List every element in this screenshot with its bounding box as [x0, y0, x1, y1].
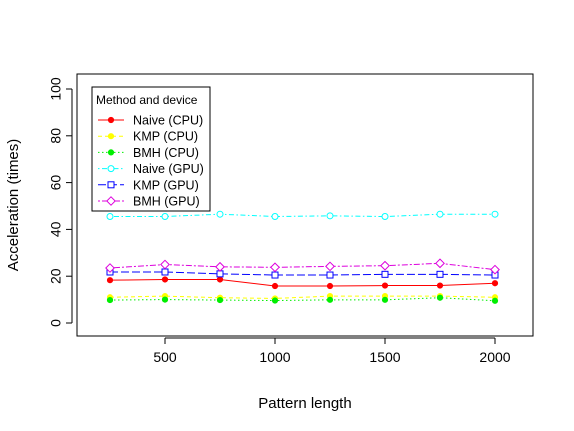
data-point: [436, 282, 444, 289]
data-point: [381, 270, 389, 278]
series-layer: [105, 210, 500, 304]
data-point: [216, 296, 224, 304]
legend-item: BMH (GPU): [98, 195, 200, 209]
data-point: [161, 276, 169, 283]
x-tick-label: 2000: [479, 349, 510, 365]
legend: Method and device Naive (CPU) KMP (CPU) BMH…: [91, 86, 211, 212]
y-tick-label: 80: [48, 128, 64, 144]
series-line: [109, 295, 496, 299]
y-tick-label: 20: [48, 268, 64, 284]
data-point: [161, 213, 169, 221]
legend-label: KMP (CPU): [133, 130, 198, 144]
legend-marker: [107, 181, 115, 189]
data-point: [325, 261, 335, 272]
data-point: [326, 296, 334, 303]
data-point: [271, 271, 279, 279]
legend-item: KMP (GPU): [98, 178, 199, 192]
series-line: [110, 271, 496, 276]
legend-label: Naive (CPU): [133, 114, 203, 128]
data-point: [381, 213, 389, 221]
legend-item: Naive (GPU): [98, 162, 204, 176]
x-tick-label: 1000: [259, 349, 290, 365]
data-point: [491, 280, 499, 287]
legend-item: Naive (CPU): [98, 114, 203, 128]
data-point: [216, 276, 224, 283]
y-axis-title: Acceleration (times): [5, 139, 22, 272]
data-point: [381, 296, 389, 303]
data-point: [106, 296, 114, 304]
legend-marker: [107, 149, 115, 156]
data-point: [270, 262, 280, 273]
legend-label: BMH (GPU): [133, 195, 200, 209]
data-point: [216, 270, 224, 278]
series-naive-cpu: [106, 276, 499, 290]
legend-title: Method and device: [96, 93, 198, 107]
data-point: [161, 268, 169, 276]
legend-item: BMH (CPU): [98, 146, 199, 160]
data-point: [436, 210, 444, 218]
x-axis-title: Pattern length: [258, 395, 351, 412]
legend-label: Naive (GPU): [133, 162, 204, 176]
series-bmh-cpu: [106, 294, 499, 304]
data-point: [326, 282, 334, 290]
data-point: [105, 263, 115, 273]
data-point: [106, 213, 114, 221]
plot-frame: [76, 73, 534, 337]
legend-box: [91, 86, 211, 212]
y-tick-label: 60: [48, 175, 64, 191]
legend-marker: [107, 165, 115, 173]
data-point: [216, 210, 224, 218]
x-tick-label: 1500: [369, 349, 400, 365]
legend-label: KMP (GPU): [133, 178, 199, 192]
data-point: [271, 282, 279, 290]
legend-item: KMP (CPU): [98, 130, 198, 144]
series-line: [109, 278, 496, 287]
data-point: [326, 212, 334, 220]
legend-marker: [107, 116, 115, 124]
y-tick-label: 100: [48, 77, 64, 101]
data-point: [490, 264, 500, 275]
data-point: [215, 261, 225, 272]
data-point: [491, 210, 499, 218]
data-point: [381, 282, 389, 289]
legend-marker: [106, 196, 116, 206]
y-tick-label: 40: [48, 221, 64, 237]
data-point: [435, 258, 445, 269]
data-point: [161, 296, 169, 303]
data-point: [160, 259, 170, 270]
legend-label: BMH (CPU): [133, 146, 199, 160]
data-point: [491, 297, 499, 304]
series-line: [109, 297, 496, 302]
x-tick-label: 500: [153, 349, 177, 365]
series-naive-gpu: [106, 210, 499, 221]
axes: 500 1000 1500 2000 0 20 40 60 80 100: [48, 77, 511, 365]
legend-marker: [107, 133, 115, 140]
data-point: [436, 294, 444, 301]
series-line: [109, 262, 496, 271]
data-point: [436, 270, 444, 278]
y-tick-label: 0: [48, 319, 64, 327]
data-point: [271, 297, 279, 304]
series-line: [110, 213, 495, 218]
data-point: [106, 277, 114, 284]
data-point: [271, 213, 279, 221]
data-point: [380, 260, 390, 271]
series-bmh-gpu: [105, 258, 500, 275]
data-point: [326, 271, 334, 279]
